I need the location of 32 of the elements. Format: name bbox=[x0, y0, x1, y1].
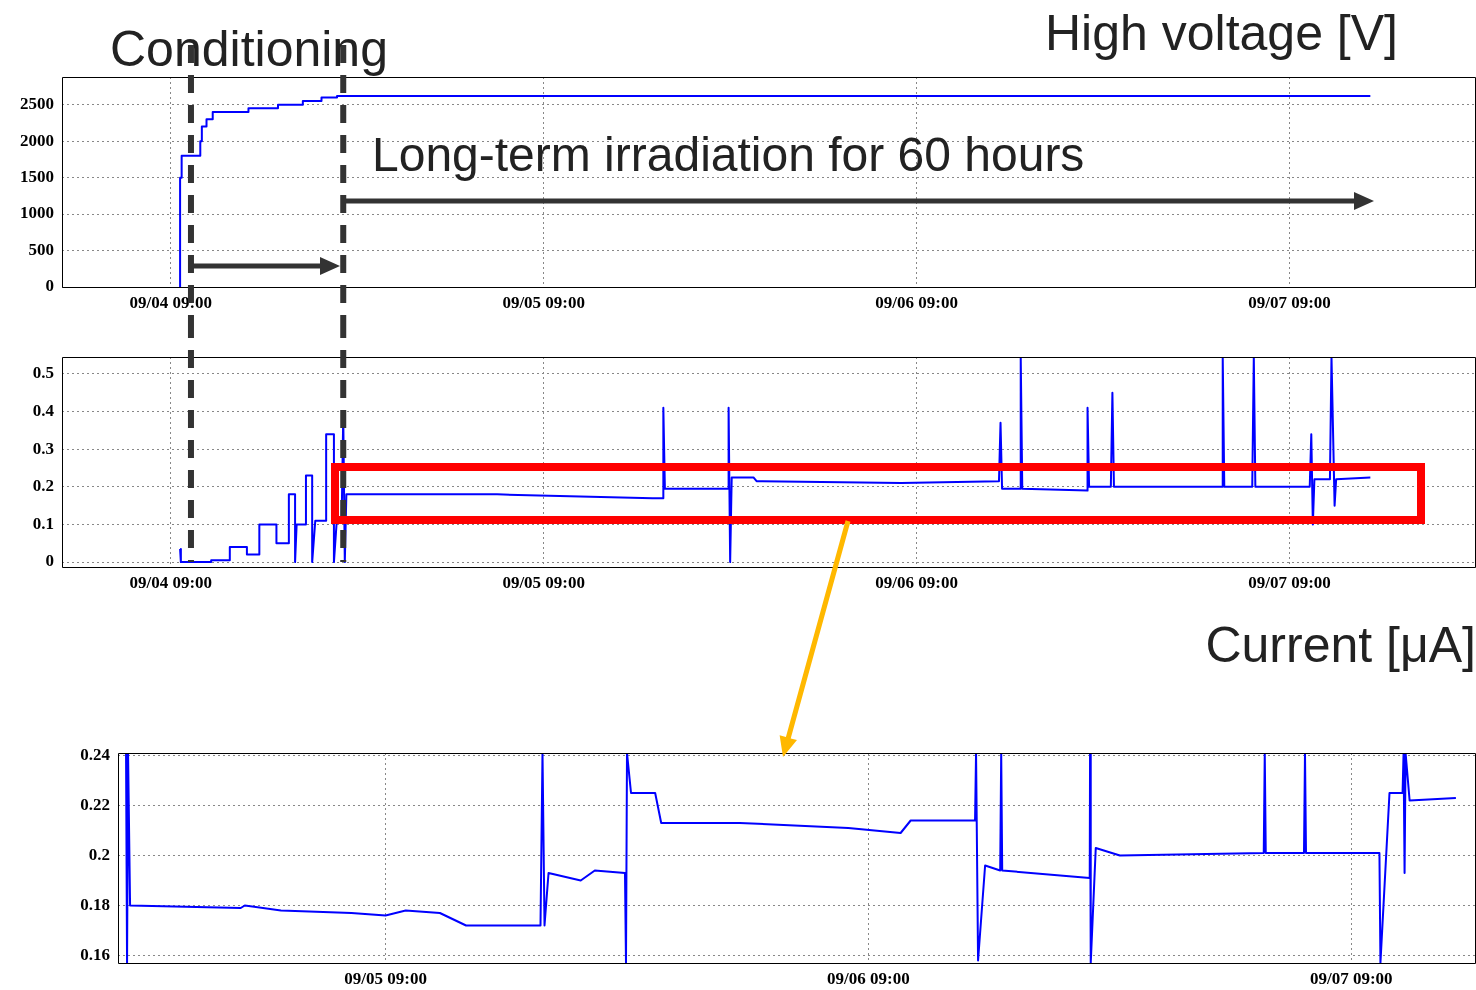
y-tick-label: 0.18 bbox=[80, 894, 110, 914]
y-tick-label: 0.22 bbox=[80, 794, 110, 814]
x-tick-label: 09/07 09:00 bbox=[1248, 292, 1331, 312]
y-tick-label: 0 bbox=[45, 551, 54, 571]
y-tick-label: 0.5 bbox=[32, 363, 54, 383]
x-tick-label: 09/04 09:00 bbox=[129, 292, 213, 312]
x-tick-label: 09/04 09:00 bbox=[129, 572, 213, 592]
x-tick-label: 09/06 09:00 bbox=[827, 968, 910, 988]
y-tick-label: 2500 bbox=[20, 94, 54, 114]
chart-title: Current [μA] bbox=[1205, 616, 1476, 673]
y-tick-label: 0.16 bbox=[80, 944, 110, 964]
y-tick-label: 0.2 bbox=[88, 844, 110, 864]
y-tick-label: 0.4 bbox=[32, 400, 55, 420]
y-tick-label: 0.2 bbox=[32, 476, 54, 496]
x-tick-label: 09/05 09:00 bbox=[502, 292, 586, 312]
y-tick-label: 1000 bbox=[20, 203, 54, 223]
x-tick-label: 09/05 09:00 bbox=[344, 968, 427, 988]
x-tick-label: 09/07 09:00 bbox=[1248, 572, 1331, 592]
y-tick-label: 0.1 bbox=[32, 513, 54, 533]
y-tick-label: 500 bbox=[28, 239, 54, 259]
chart-title: High voltage [V] bbox=[1045, 4, 1398, 61]
x-tick-label: 09/06 09:00 bbox=[875, 292, 958, 312]
y-tick-label: 0.3 bbox=[32, 438, 54, 458]
x-tick-label: 09/06 09:00 bbox=[875, 572, 958, 592]
x-tick-label: 09/05 09:00 bbox=[502, 572, 586, 592]
y-tick-label: 2000 bbox=[20, 130, 54, 150]
x-tick-label: 09/07 09:00 bbox=[1309, 968, 1393, 988]
y-tick-label: 1500 bbox=[20, 167, 54, 187]
annotation: Long-term irradiation for 60 hours bbox=[372, 128, 1085, 182]
y-tick-label: 0 bbox=[45, 276, 54, 296]
y-tick-label: 0.24 bbox=[80, 744, 111, 764]
text: Conditioning bbox=[110, 20, 388, 77]
